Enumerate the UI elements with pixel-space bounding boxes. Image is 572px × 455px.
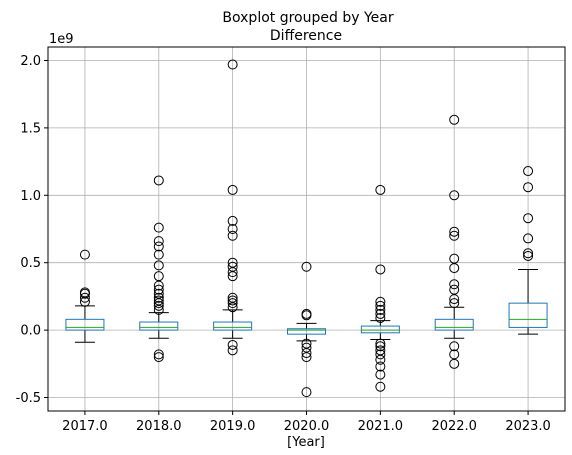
y-tick-label: 0.0 — [20, 324, 41, 339]
outlier-point — [153, 349, 164, 360]
box-2019.0 — [213, 321, 253, 331]
outlier-point — [523, 182, 534, 193]
outlier-point — [375, 338, 386, 349]
y-tick-label: 2.0 — [20, 54, 41, 69]
outlier-point — [79, 292, 90, 303]
outlier-point — [375, 184, 386, 195]
outlier-point — [153, 352, 164, 363]
outlier-point — [153, 284, 164, 295]
outlier-point — [79, 249, 90, 260]
outliers — [79, 59, 534, 398]
outlier-point — [79, 287, 90, 298]
outlier-point — [375, 296, 386, 307]
x-tick-label: 2018.0 — [136, 419, 182, 434]
outlier-point — [227, 345, 238, 356]
outlier-point — [449, 190, 460, 201]
outlier-point — [449, 349, 460, 360]
outlier-point — [375, 304, 386, 315]
outlier-point — [227, 261, 238, 272]
outlier-point — [449, 284, 460, 295]
y-tick-label: 1.0 — [20, 189, 41, 204]
box-2020.0 — [287, 328, 326, 335]
outlier-point — [153, 295, 164, 306]
axes: -0.5 0.0 0.5 1.0 1.5 2.0 2017.0 2018.0 2019.0 202… — [16, 46, 566, 434]
box-2021.0 — [360, 325, 400, 334]
x-tick-label: 2021.0 — [358, 419, 404, 434]
outlier-point — [301, 338, 312, 349]
outlier-point — [449, 226, 460, 237]
x-tick-label: 2017.0 — [62, 419, 108, 434]
grid — [48, 47, 565, 411]
x-tick-label: 2022.0 — [431, 419, 477, 434]
x-tick-label: 2023.0 — [505, 419, 551, 434]
boxes — [65, 268, 548, 343]
outlier-point — [523, 233, 534, 244]
y-tick-label: -0.5 — [16, 391, 41, 406]
outlier-point — [449, 253, 460, 264]
outlier-point — [449, 279, 460, 290]
box-2023.0 — [508, 302, 548, 328]
outlier-point — [227, 215, 238, 226]
outlier-point — [153, 288, 164, 299]
y-tick-label: 0.5 — [20, 256, 41, 271]
box-2017.0 — [65, 318, 105, 331]
outlier-point — [153, 236, 164, 247]
outlier-point — [301, 261, 312, 272]
outlier-point — [153, 260, 164, 271]
chart-title: Difference — [270, 28, 342, 44]
outlier-point — [375, 381, 386, 392]
box-2022.0 — [434, 318, 474, 331]
outlier-point — [153, 249, 164, 260]
outlier-point — [153, 271, 164, 282]
outlier-point — [153, 175, 164, 186]
outlier-point — [227, 230, 238, 241]
outlier-point — [227, 59, 238, 70]
x-tick-label: 2019.0 — [210, 419, 256, 434]
outlier-point — [523, 248, 534, 259]
outlier-point — [375, 308, 386, 319]
outlier-point — [375, 312, 386, 323]
outlier-point — [375, 369, 386, 380]
outlier-point — [153, 222, 164, 233]
outlier-point — [227, 184, 238, 195]
outlier-point — [375, 341, 386, 352]
x-tick-label: 2020.0 — [284, 419, 330, 434]
outlier-point — [153, 300, 164, 311]
outlier-point — [301, 342, 312, 353]
outlier-point — [227, 339, 238, 350]
outlier-point — [153, 241, 164, 252]
outlier-point — [375, 349, 386, 360]
x-axis-label: [Year] — [287, 435, 325, 450]
outlier-point — [301, 308, 312, 319]
outlier-point — [523, 213, 534, 224]
outlier-point — [227, 295, 238, 306]
outlier-point — [375, 300, 386, 311]
box-2018.0 — [139, 321, 179, 331]
outlier-point — [227, 292, 238, 303]
outlier-point — [301, 387, 312, 398]
outlier-point — [449, 230, 460, 241]
chart-suptitle: Boxplot grouped by Year — [222, 10, 393, 26]
outlier-point — [375, 264, 386, 275]
outlier-point — [153, 292, 164, 303]
outlier-point — [523, 166, 534, 177]
outlier-point — [449, 114, 460, 125]
outlier-point — [227, 257, 238, 268]
outlier-point — [375, 345, 386, 356]
outlier-point — [449, 298, 460, 309]
y-scale-label: 1e9 — [49, 32, 74, 47]
outlier-point — [227, 224, 238, 234]
y-tick-label: 1.5 — [20, 121, 41, 136]
outlier-point — [227, 298, 238, 309]
outlier-point — [375, 361, 386, 372]
outlier-point — [449, 341, 460, 352]
outlier-point — [523, 250, 534, 261]
